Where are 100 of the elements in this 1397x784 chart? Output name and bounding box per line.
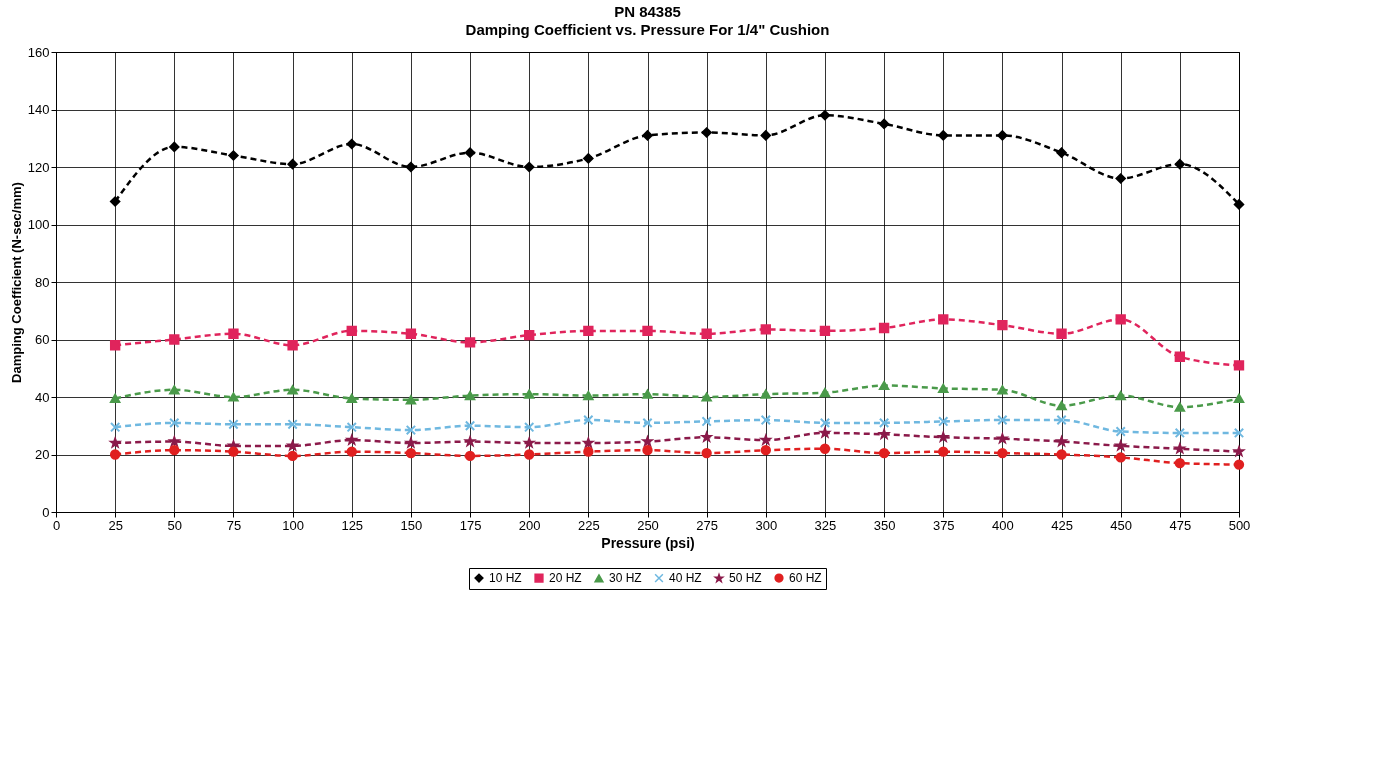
x-tick-label: 200 (518, 517, 541, 533)
point (109, 393, 121, 404)
x-tick-label: 50 (167, 517, 183, 533)
point (583, 414, 594, 426)
y-tick-label: 20 (35, 447, 50, 462)
x-tick-label: 275 (696, 517, 718, 533)
point (287, 158, 298, 170)
point (405, 328, 417, 339)
point (997, 385, 1008, 395)
y-tick-label: 140 (27, 102, 50, 117)
x-tick-label: 250 (637, 517, 659, 533)
point (760, 130, 771, 141)
point (109, 449, 121, 460)
point (1174, 402, 1186, 412)
x-tick-label: 75 (226, 517, 242, 533)
point (642, 325, 653, 337)
point (1115, 314, 1126, 325)
point (1233, 393, 1245, 404)
point (583, 390, 594, 401)
point (938, 416, 949, 427)
point (1174, 351, 1186, 362)
point (464, 147, 476, 158)
point (346, 325, 357, 337)
point (701, 392, 712, 402)
y-tick-label: 160 (27, 44, 50, 60)
point (1233, 360, 1245, 371)
y-tick-label: 40 (35, 389, 50, 405)
point (760, 414, 771, 426)
point (464, 337, 476, 348)
point (464, 420, 476, 431)
point (878, 417, 890, 429)
point (819, 325, 831, 337)
y-tick-label: 100 (27, 217, 50, 232)
point (346, 138, 357, 150)
point (1056, 449, 1067, 460)
point (346, 393, 357, 404)
point (701, 447, 712, 459)
point (1115, 173, 1126, 184)
point (1115, 390, 1126, 401)
y-tick-label: 0 (42, 504, 50, 520)
point (701, 328, 712, 339)
x-tick-label: 325 (814, 517, 837, 533)
point (1174, 158, 1186, 170)
point (819, 417, 831, 429)
point (524, 389, 535, 399)
x-tick-label: 400 (992, 517, 1014, 533)
x-tick-label: 350 (873, 517, 896, 533)
point (583, 153, 594, 164)
x-axis-title: Pressure (psi) (601, 534, 695, 551)
x-tick-label: 425 (1051, 517, 1073, 533)
point (405, 395, 417, 405)
point (938, 383, 949, 393)
point (997, 130, 1008, 141)
point (819, 443, 831, 454)
point (938, 446, 949, 457)
point (228, 446, 239, 457)
point (228, 392, 239, 402)
x-tick-label: 225 (578, 517, 600, 533)
point (287, 450, 298, 462)
point (1174, 457, 1186, 469)
x-tick-label: 25 (108, 517, 123, 533)
x-tick-label: 450 (1110, 517, 1133, 533)
point (1056, 401, 1067, 411)
point (1115, 426, 1126, 437)
point (524, 330, 535, 341)
point (1174, 427, 1186, 439)
point (819, 110, 831, 121)
point (878, 118, 890, 130)
point (228, 328, 239, 339)
x-tick-label: 375 (932, 517, 955, 533)
point (1115, 452, 1126, 463)
point (346, 422, 357, 433)
point (1056, 414, 1067, 426)
point (169, 417, 180, 429)
point (524, 449, 535, 460)
point (524, 422, 535, 433)
point (287, 340, 298, 351)
point (938, 130, 949, 141)
legend-label: 50 HZ (729, 571, 762, 586)
point (938, 314, 949, 325)
point (109, 422, 121, 433)
legend-label: 10 HZ (489, 571, 522, 586)
point (169, 445, 180, 456)
point (405, 161, 417, 173)
y-axis-title: Damping Coefficient (N-sec/mm) (8, 182, 24, 383)
point (287, 385, 298, 395)
point (760, 324, 771, 335)
point (642, 445, 653, 456)
point (169, 385, 180, 395)
point (1056, 147, 1067, 158)
point (464, 450, 476, 462)
point (228, 150, 239, 161)
point (760, 445, 771, 456)
x-tick-label: 500 (1228, 517, 1251, 533)
y-tick-label: 80 (35, 274, 50, 290)
point (701, 416, 712, 427)
point (878, 447, 890, 459)
point (109, 196, 121, 207)
point (997, 319, 1008, 331)
point (642, 130, 653, 141)
